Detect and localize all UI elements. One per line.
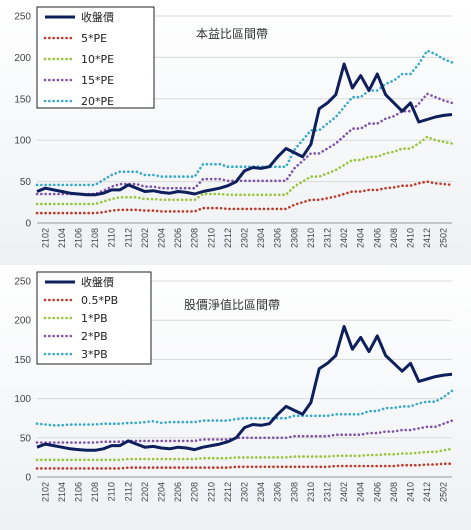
pb-band-chart-svg: 0 50 100 150 200 250 2102 2104 2106 2108 2110 2112 2… bbox=[14, 271, 454, 502]
x-tick-label: 2104 bbox=[57, 228, 67, 248]
x-tick-label: 2202 bbox=[140, 228, 150, 248]
y-tick-label: 250 bbox=[14, 12, 31, 23]
series-line-4 bbox=[35, 389, 454, 427]
x-tick-label: 2404 bbox=[356, 482, 366, 502]
x-tick-label: 2212 bbox=[223, 228, 233, 248]
series-line-0 bbox=[36, 325, 453, 452]
legend-label-1: 5*PE bbox=[81, 32, 107, 45]
x-tick-label: 2402 bbox=[339, 228, 349, 248]
series-line-3 bbox=[35, 419, 454, 444]
x-tick-label: 2406 bbox=[372, 228, 382, 248]
x-tick-label: 2108 bbox=[90, 228, 100, 248]
x-tick-label: 2312 bbox=[323, 482, 333, 502]
x-tick-label: 2310 bbox=[306, 482, 316, 502]
x-tick-label: 2210 bbox=[206, 228, 216, 248]
legend-label-0: 收盤價 bbox=[81, 10, 114, 24]
pb-band-chart: 0 50 100 150 200 250 2102 2104 2106 2108 2110 2112 2… bbox=[0, 265, 471, 530]
x-tick-label: 2502 bbox=[439, 228, 449, 248]
x-tick-label: 2402 bbox=[339, 482, 349, 502]
x-tick-label: 2502 bbox=[439, 482, 449, 502]
x-tick-label: 2302 bbox=[240, 482, 250, 502]
x-tick-label: 2110 bbox=[107, 228, 117, 247]
x-tick-label: 2410 bbox=[406, 482, 416, 502]
x-tick-label: 2108 bbox=[90, 482, 100, 502]
legend-label-2: 10*PE bbox=[81, 53, 114, 66]
x-tick-label: 2106 bbox=[74, 228, 84, 248]
legend: 收盤價 5*PE 10*PE 15*PE 20*PE bbox=[36, 6, 155, 109]
x-tick-label: 2306 bbox=[273, 482, 283, 502]
x-tick-label: 2204 bbox=[157, 228, 167, 248]
x-tick-label: 2312 bbox=[323, 228, 333, 248]
x-tick-label: 2210 bbox=[206, 482, 216, 502]
series-line-2 bbox=[35, 447, 454, 462]
x-tick-label: 2212 bbox=[223, 482, 233, 502]
legend: 收盤價 0.5*PB 1*PB 2*PB 3*PB bbox=[36, 271, 152, 365]
series-line-2 bbox=[35, 135, 454, 206]
x-tick-label: 2306 bbox=[273, 228, 283, 248]
x-tick-label: 2106 bbox=[74, 482, 84, 502]
series-line-1 bbox=[35, 462, 454, 470]
x-tick-label: 2408 bbox=[389, 482, 399, 502]
legend-label-3: 2*PB bbox=[81, 330, 108, 343]
x-tick-label: 2408 bbox=[389, 228, 399, 248]
y-tick-label: 200 bbox=[14, 316, 31, 327]
x-tick-label: 2206 bbox=[173, 482, 183, 502]
pe-band-chart: 0 50 100 150 200 250 2102 2104 2106 2108 2110 2112 2… bbox=[0, 0, 471, 265]
x-tick-label: 2310 bbox=[306, 228, 316, 248]
y-tick-label: 0 bbox=[25, 219, 31, 230]
x-tick-label: 2304 bbox=[256, 228, 266, 248]
chart-title: 本益比區間帶 bbox=[196, 27, 268, 41]
x-tick-label: 2308 bbox=[289, 228, 299, 248]
chart-title: 股價淨值比區間帶 bbox=[184, 297, 280, 312]
legend-label-1: 0.5*PB bbox=[81, 294, 118, 307]
x-tick-label: 2104 bbox=[57, 482, 67, 502]
y-tick-label: 250 bbox=[14, 277, 31, 288]
x-tick-label: 2406 bbox=[372, 482, 382, 502]
y-tick-label: 200 bbox=[14, 53, 31, 64]
series-line-0 bbox=[36, 62, 453, 197]
legend-label-3: 15*PE bbox=[81, 74, 114, 87]
legend-label-0: 收盤價 bbox=[81, 275, 114, 289]
y-tick-label: 100 bbox=[14, 136, 31, 147]
pe-band-chart-svg: 0 50 100 150 200 250 2102 2104 2106 2108 2110 2112 2… bbox=[14, 6, 454, 248]
x-tick-label: 2204 bbox=[157, 482, 167, 502]
x-tick-label: 2208 bbox=[190, 482, 200, 502]
series-line-4 bbox=[35, 49, 454, 187]
x-tick-label: 2110 bbox=[107, 482, 117, 501]
legend-box bbox=[36, 271, 152, 365]
x-tick-label: 2302 bbox=[240, 228, 250, 248]
y-tick-label: 50 bbox=[20, 433, 32, 444]
x-tick-label: 2102 bbox=[40, 482, 50, 502]
x-tick-label: 2304 bbox=[256, 482, 266, 502]
legend-label-2: 1*PB bbox=[81, 312, 108, 325]
legend-label-4: 20*PE bbox=[81, 95, 114, 108]
x-tick-label: 2412 bbox=[422, 228, 432, 248]
y-tick-label: 150 bbox=[14, 94, 31, 105]
series-line-3 bbox=[35, 92, 454, 196]
x-tick-label: 2208 bbox=[190, 228, 200, 248]
x-tick-label: 2102 bbox=[40, 228, 50, 248]
y-tick-label: 150 bbox=[14, 355, 31, 366]
x-tick-label: 2202 bbox=[140, 482, 150, 502]
y-tick-label: 0 bbox=[25, 473, 31, 484]
x-tick-label: 2404 bbox=[356, 228, 366, 248]
x-tick-label: 2412 bbox=[422, 482, 432, 502]
series-line-1 bbox=[35, 180, 454, 215]
legend-box bbox=[36, 6, 155, 109]
x-tick-label: 2112 bbox=[123, 482, 133, 501]
y-tick-label: 50 bbox=[20, 177, 32, 188]
legend-label-4: 3*PB bbox=[81, 348, 108, 361]
x-tick-label: 2206 bbox=[173, 228, 183, 248]
x-tick-label: 2112 bbox=[123, 228, 133, 247]
y-tick-label: 100 bbox=[14, 394, 31, 405]
x-tick-label: 2308 bbox=[289, 482, 299, 502]
x-tick-label: 2410 bbox=[406, 228, 416, 248]
